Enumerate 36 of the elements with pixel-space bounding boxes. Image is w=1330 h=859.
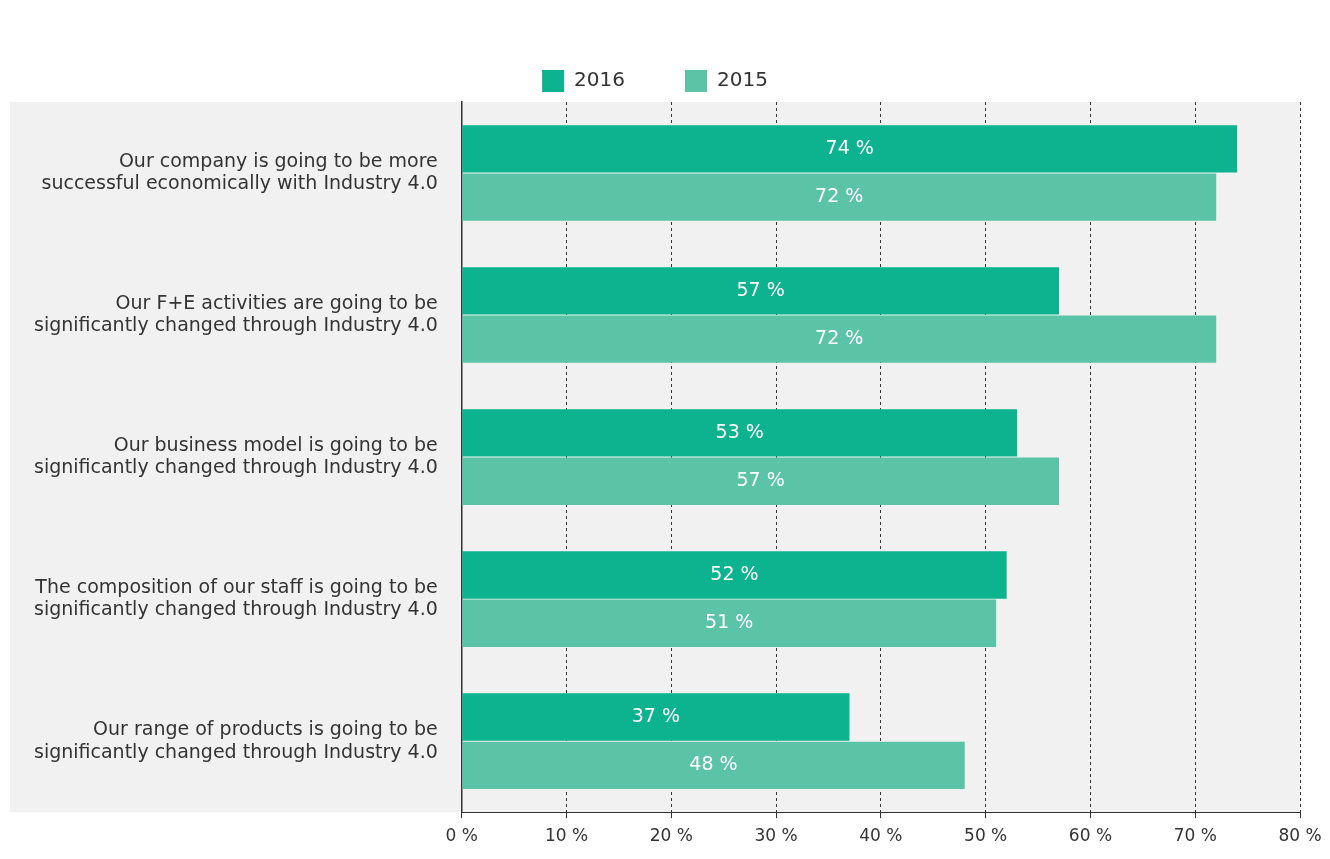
x-tick-label: 80 % xyxy=(1278,824,1322,845)
bar xyxy=(462,173,1217,221)
data-label: 72 % xyxy=(815,326,864,349)
x-tick-label: 50 % xyxy=(964,824,1008,845)
bar xyxy=(462,741,965,789)
bar xyxy=(462,599,997,647)
bar xyxy=(462,315,1217,363)
y-tick-label: Our range of products is going to be significantly changed through Industry 4.0 xyxy=(34,716,438,762)
data-label: 52 % xyxy=(710,561,759,584)
data-label: 57 % xyxy=(736,468,785,491)
y-tick-label: Our business model is going to be significantly changed through Industry 4.0 xyxy=(34,432,438,478)
data-label: 72 % xyxy=(815,184,864,207)
x-tick-label: 0 % xyxy=(445,824,478,845)
bar xyxy=(462,457,1060,505)
bar xyxy=(462,551,1007,599)
bar xyxy=(462,693,850,741)
x-tick-label: 70 % xyxy=(1173,824,1217,845)
x-tick-label: 60 % xyxy=(1068,824,1113,845)
data-label: 48 % xyxy=(689,752,738,775)
data-label: 37 % xyxy=(631,703,681,726)
x-tick-label: 10 % xyxy=(544,824,589,845)
bar xyxy=(462,267,1060,315)
legend-label: 2015 xyxy=(717,67,768,92)
bar xyxy=(462,125,1238,173)
data-label: 57 % xyxy=(736,277,785,300)
data-label: 53 % xyxy=(715,419,764,442)
y-tick-label: Our company is going to be more successful economically with Industry 4.0 xyxy=(41,148,438,194)
x-tick-label: 40 % xyxy=(859,824,903,845)
legend-label: 2016 xyxy=(574,67,626,92)
y-tick-label: Our F+E activities are going to be significantly changed through Industry 4.0 xyxy=(34,290,438,336)
data-label: 51 % xyxy=(705,610,754,633)
x-tick-label: 30 % xyxy=(754,824,798,845)
data-label: 74 % xyxy=(825,135,874,158)
x-tick-label: 20 % xyxy=(649,824,693,845)
bar xyxy=(462,409,1018,457)
y-tick-label: The composition of our staff is going to be significantly changed through Industry 4.0 xyxy=(34,574,438,620)
